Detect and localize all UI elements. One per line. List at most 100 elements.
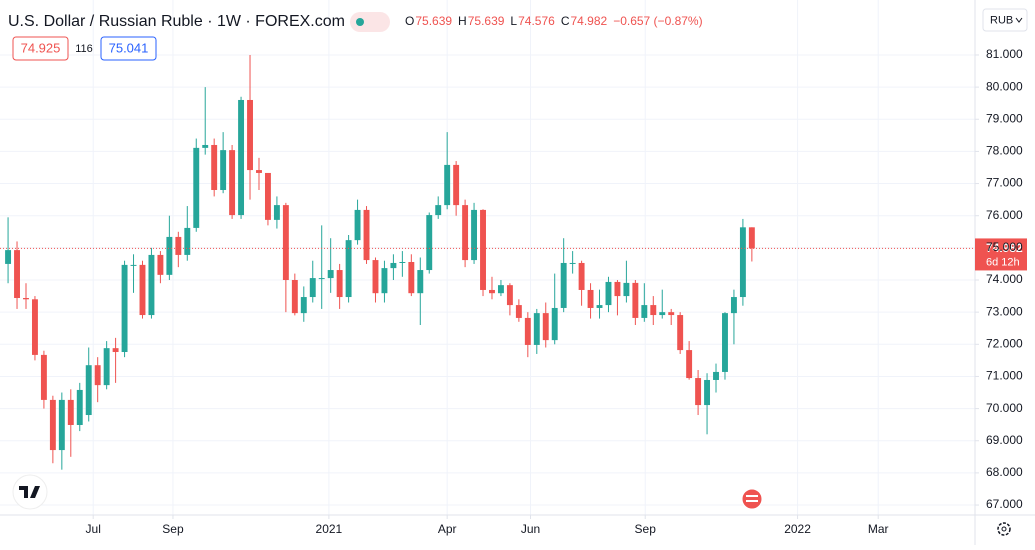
x-tick-label: Sep [162,522,184,536]
candle-body [641,305,648,318]
flag-icon [741,488,763,510]
y-tick-label: 76.000 [986,208,1023,222]
candle-body [426,215,433,271]
candle-body [650,305,657,316]
candle-body [273,205,280,220]
candle-body [471,209,478,261]
y-tick-label: 80.000 [986,79,1023,93]
price-change: −0.657 (−0.87%) [613,14,702,28]
candle-body [40,354,47,400]
candle-body [533,313,540,345]
indicator-toggle[interactable] [350,12,390,32]
candle-body [282,205,289,281]
countdown: 6d 12h [986,256,1020,268]
candle-body [211,144,218,190]
candle-body [578,262,585,290]
ohlc-key: O [405,14,414,28]
candle-body [184,227,191,255]
candle-body [14,250,20,299]
bid-box[interactable] [12,36,69,61]
candle-body [435,205,442,216]
candle-body [318,278,325,280]
candle-body [157,254,164,275]
ohlc-key: H [458,14,467,28]
candle-body [300,297,307,314]
candle-body [5,250,12,264]
candle-body [202,144,209,148]
candle-body [112,348,119,353]
gear [997,522,1011,536]
candle-body [58,399,65,451]
candles [5,54,755,470]
toggle-bg[interactable] [350,12,390,32]
ohlc-key: L [510,14,517,28]
candle-body [354,209,361,241]
candle-body [309,278,316,298]
candle-body [76,389,83,425]
settings-button[interactable] [997,522,1011,536]
candle-body [596,305,603,308]
candle-body [390,262,397,269]
event-flag[interactable] [741,488,763,510]
toggle-dot [356,18,364,26]
y-tick-label: 81.000 [986,47,1023,61]
ask-box[interactable] [100,36,157,61]
y-tick-label: 69.000 [986,433,1023,447]
candle-body [175,236,182,255]
candle-body [130,264,137,266]
logo-bg [12,474,48,510]
candle-body [695,378,702,406]
candle-body [85,365,92,416]
candle-body [587,289,594,308]
candle-body [148,254,155,316]
x-tick-label: 2022 [784,522,811,536]
ohlc-legend: O 75.639 H 75.639 L 74.576 C 74.982 −0.657 (−0.8… [405,14,703,28]
candle-body [372,260,379,294]
spread: 116 [75,43,93,55]
candle-body [506,285,513,306]
candle-body [560,262,567,308]
candle-body [229,150,236,216]
candle-body [569,262,576,264]
ohlc-value: 75.639 [415,14,452,28]
ohlc-value: 74.982 [570,14,607,28]
candle-body [166,236,173,275]
y-tick-label: 77.000 [986,176,1023,190]
currency-select[interactable] [982,8,1028,32]
candle-body [193,147,200,228]
gear-center [1001,526,1007,532]
candle-body [327,270,334,279]
candle-body [23,298,29,300]
candle-body [381,268,388,294]
candle-body [444,164,451,206]
x-tick-label: Jun [521,522,540,536]
candle-body [238,99,245,216]
y-tick-label: 75.000 [986,240,1023,254]
candle-body [739,227,746,298]
candle-body [67,399,74,425]
candle-body [551,307,558,341]
y-tick-label: 72.000 [986,336,1023,350]
candle-body [399,262,406,264]
candle-body [363,209,370,261]
candle-body [713,371,719,380]
candle-body [336,270,343,298]
y-tick-label: 78.000 [986,144,1023,158]
currency-label: RUB [990,14,1013,26]
y-tick-label: 73.000 [986,304,1023,318]
ohlc-value: 74.576 [518,14,555,28]
candle-body [264,172,271,220]
candle-body [103,348,110,386]
candle-body [704,379,711,406]
candle-body [220,150,227,190]
candle-body [489,289,495,294]
candle-body [515,305,522,318]
x-tick-label: Mar [868,522,889,536]
x-tick-label: Sep [635,522,657,536]
candle-body [605,281,612,306]
candle-body [480,209,486,290]
tv-logo[interactable] [12,474,48,510]
